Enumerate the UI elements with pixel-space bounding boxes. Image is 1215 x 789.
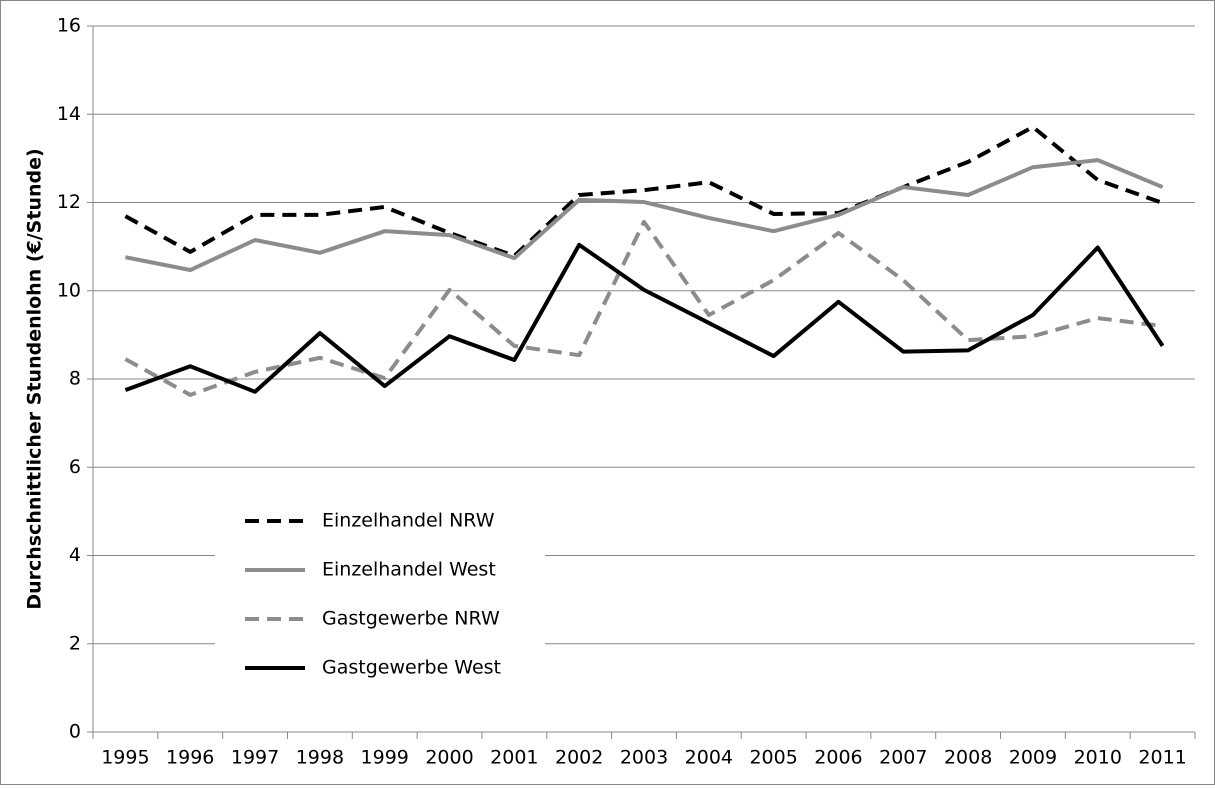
line-series	[124, 242, 1165, 394]
line-series	[125, 158, 1164, 273]
y-tick-label: 8	[69, 368, 81, 390]
y-tick-label: 2	[69, 632, 81, 654]
x-tick-label: 2002	[555, 747, 603, 769]
x-tick-label: 1997	[231, 747, 279, 769]
y-tick-label: 6	[69, 456, 81, 478]
x-tick-label: 2005	[749, 747, 797, 769]
x-tick-label: 2006	[814, 747, 862, 769]
x-tick-label: 1995	[101, 747, 149, 769]
x-tick-label: 2001	[490, 747, 538, 769]
y-tick-label: 12	[57, 191, 81, 213]
y-tick-label: 10	[57, 279, 81, 301]
legend-label: Einzelhandel NRW	[322, 510, 495, 532]
line-series	[124, 219, 1163, 397]
x-tick-label: 2011	[1138, 747, 1186, 769]
x-tick-label: 2010	[1074, 747, 1122, 769]
x-tick-label: 2004	[685, 747, 733, 769]
legend-label: Gastgewerbe NRW	[322, 608, 500, 630]
line-series	[124, 125, 1164, 258]
x-tick-label: 2008	[944, 747, 992, 769]
legend-box	[215, 497, 545, 692]
x-tick-label: 2000	[425, 747, 473, 769]
x-tick-label: 1996	[166, 747, 214, 769]
x-tick-label: 1998	[296, 747, 344, 769]
y-axis-label: Durchschnittlicher Stundenlohn (€/Stunde…	[24, 148, 46, 609]
x-tick-label: 2003	[620, 747, 668, 769]
y-tick-label: 16	[57, 15, 81, 37]
y-tick-label: 0	[69, 721, 81, 743]
legend-label: Gastgewerbe West	[322, 657, 501, 679]
y-tick-label: 4	[69, 544, 81, 566]
legend-label: Einzelhandel West	[322, 559, 496, 581]
x-tick-label: 1999	[361, 747, 409, 769]
y-tick-label: 14	[57, 103, 81, 125]
x-tick-label: 2009	[1009, 747, 1057, 769]
x-tick-label: 2007	[879, 747, 927, 769]
